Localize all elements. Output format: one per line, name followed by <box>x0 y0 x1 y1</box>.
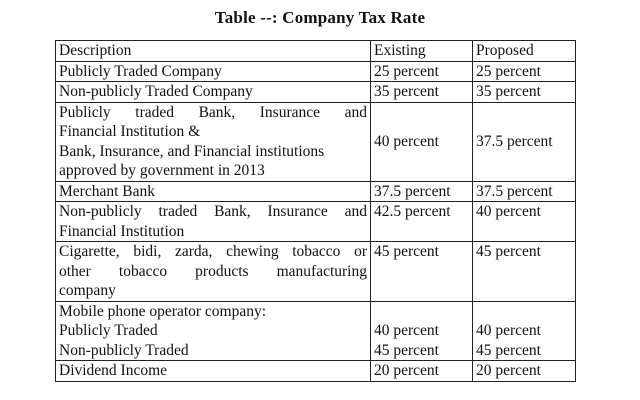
description-line: Financial Institution & <box>59 123 201 140</box>
description-line: approved by government in 2013 <box>59 162 265 179</box>
table-title: Table --: Company Tax Rate <box>214 8 426 27</box>
row-description: Publicly Traded Company <box>55 60 371 82</box>
row-proposed: 37.5 percent <box>472 101 576 182</box>
table-row: Cigarette, bidi, zarda, chewing tobacco … <box>55 241 576 302</box>
row-existing: 45 percent <box>370 241 473 302</box>
header-existing: Existing <box>370 40 473 62</box>
row-proposed: 37.5 percent <box>472 180 576 202</box>
description-line: Bank, Insurance, and Financial instituti… <box>59 142 325 160</box>
table-row: Merchant Bank 37.5 percent 37.5 percent <box>55 180 576 202</box>
header-proposed: Proposed <box>472 40 576 62</box>
table-row: Non-publicly traded Bank, Insurance and … <box>55 201 576 242</box>
row-proposed: 25 percent <box>472 60 576 82</box>
table-row: Dividend Income 20 percent 20 percent <box>55 360 576 382</box>
row-description: Publicly traded Bank, Insurance and Fina… <box>55 101 371 182</box>
description-line: Publicly Traded <box>59 322 158 339</box>
description-line: company <box>59 282 116 299</box>
row-existing: 37.5 percent <box>370 180 473 202</box>
description-line: Financial Institution <box>59 222 185 240</box>
header-row: Description Existing Proposed <box>55 40 576 62</box>
row-proposed: 40 percent 45 percent <box>472 300 576 361</box>
row-description: Non-publicly traded Bank, Insurance and … <box>55 201 371 242</box>
description-line: Non-publicly Traded <box>59 341 189 359</box>
row-proposed: 35 percent <box>472 81 576 103</box>
blank-line <box>476 302 572 322</box>
row-description: Merchant Bank <box>55 180 371 202</box>
row-existing: 20 percent <box>370 360 473 382</box>
header-description: Description <box>55 40 371 62</box>
row-description: Dividend Income <box>55 360 371 382</box>
row-proposed: 40 percent <box>472 201 576 242</box>
table-row: Publicly traded Bank, Insurance and Fina… <box>55 101 576 182</box>
table-row: Publicly Traded Company 25 percent 25 pe… <box>55 60 576 82</box>
row-existing: 35 percent <box>370 81 473 103</box>
row-proposed: 20 percent <box>472 360 576 382</box>
description-line: Cigarette, bidi, zarda, chewing tobacco … <box>59 243 367 260</box>
existing-non-publicly-traded: 45 percent <box>374 341 439 359</box>
row-existing: 25 percent <box>370 60 473 82</box>
description-line: Non-publicly traded Bank, Insurance and <box>59 203 367 220</box>
company-tax-rate-table: Description Existing Proposed Publicly T… <box>55 40 576 382</box>
row-existing: 40 percent 45 percent <box>370 300 473 361</box>
row-proposed: 45 percent <box>472 241 576 302</box>
row-description: Non-publicly Traded Company <box>55 81 371 103</box>
row-description: Mobile phone operator company: Publicly … <box>55 300 371 361</box>
proposed-non-publicly-traded: 45 percent <box>476 341 541 359</box>
row-existing: 40 percent <box>370 101 473 182</box>
table-row: Non-publicly Traded Company 35 percent 3… <box>55 81 576 103</box>
description-line: Mobile phone operator company: <box>59 302 267 320</box>
description-line: other tobacco products manufacturing <box>59 262 367 280</box>
existing-publicly-traded: 40 percent <box>374 322 439 339</box>
row-existing: 42.5 percent <box>370 201 473 242</box>
blank-line <box>374 302 469 322</box>
description-line: Publicly traded Bank, Insurance and <box>59 103 367 121</box>
table-row: Mobile phone operator company: Publicly … <box>55 300 576 361</box>
proposed-publicly-traded: 40 percent <box>476 322 541 339</box>
row-description: Cigarette, bidi, zarda, chewing tobacco … <box>55 241 371 302</box>
